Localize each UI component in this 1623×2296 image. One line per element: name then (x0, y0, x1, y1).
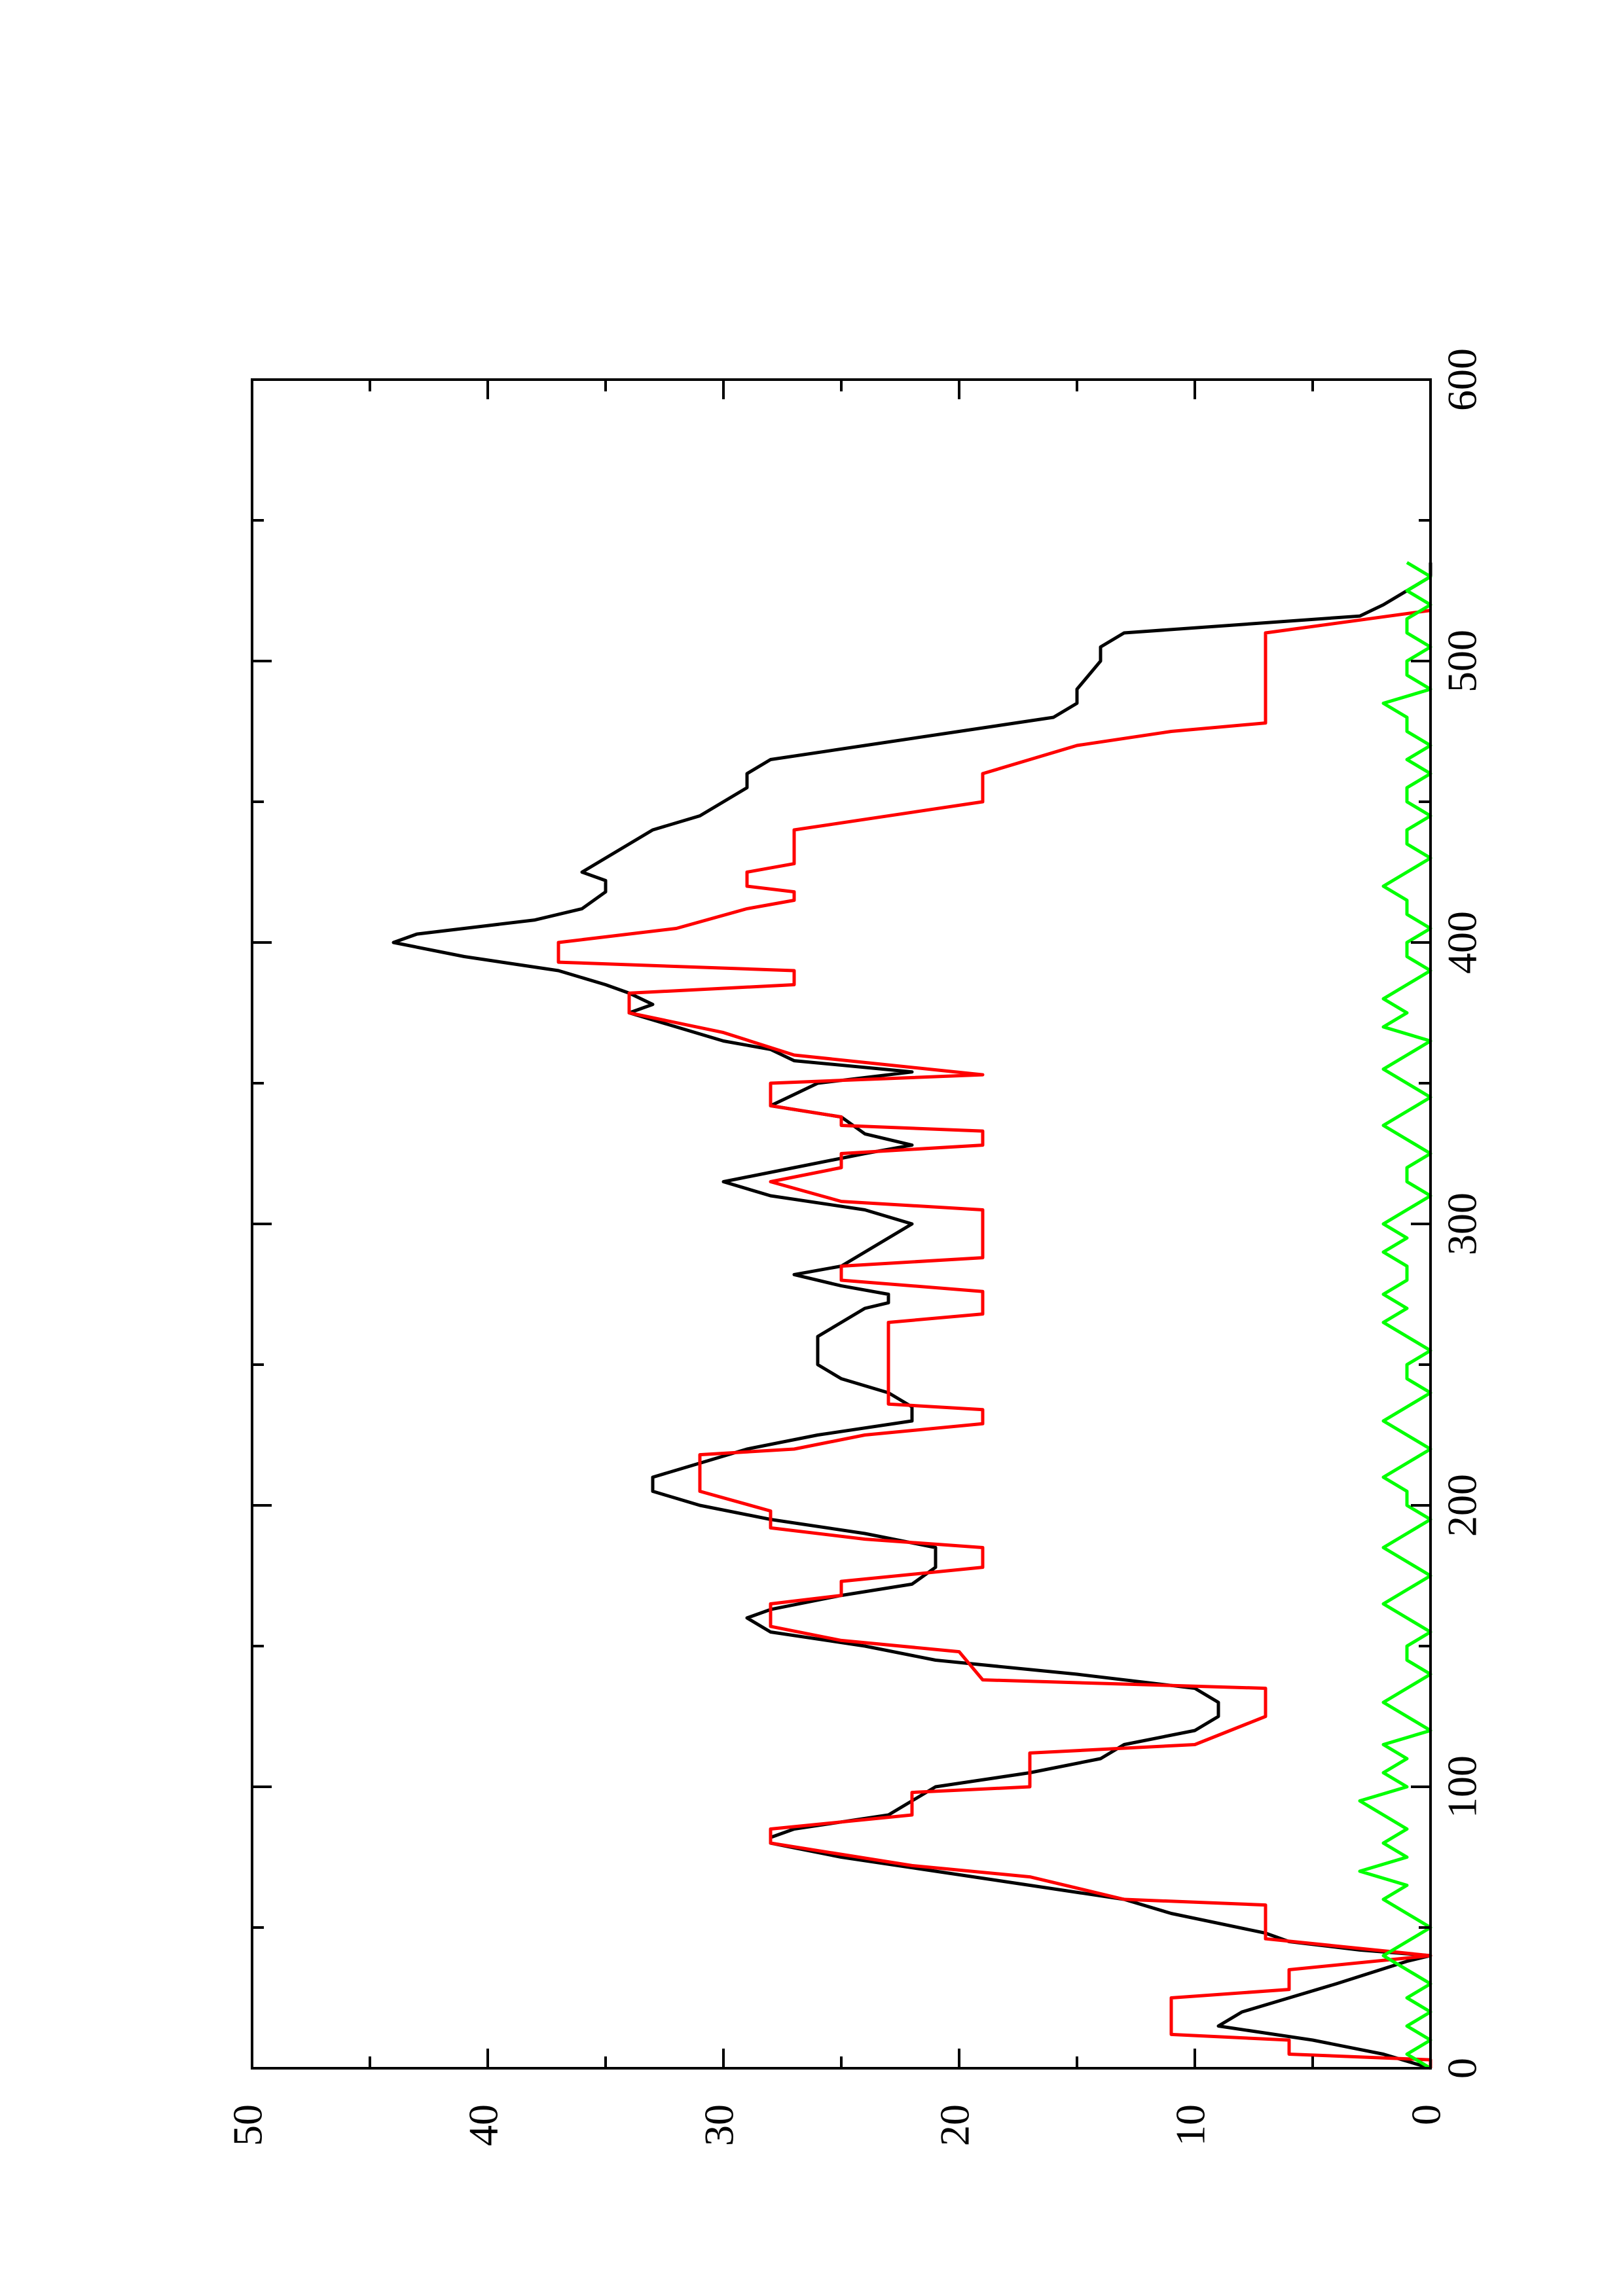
plot-frame (251, 378, 1432, 2070)
y-tick-label: 40 (460, 2104, 507, 2146)
x-tick-label: 200 (1439, 1474, 1486, 1537)
y-tick-label: 30 (696, 2104, 742, 2146)
series-line-3 (1358, 561, 1432, 2070)
x-tick-label: 400 (1439, 911, 1486, 974)
tick-labels: 0 100 200 300 400 500 600 0 10 20 30 40 50 (225, 348, 1486, 2146)
y-tick-label: 20 (932, 2104, 978, 2146)
y-tick-label: 50 (225, 2104, 271, 2146)
plot-area (392, 561, 1432, 2070)
x-tick-label: 300 (1439, 1193, 1486, 1255)
x-tick-label: 600 (1439, 348, 1486, 411)
x-tick-label: 100 (1439, 1755, 1486, 1818)
y-tick-label: 0 (1403, 2104, 1450, 2125)
x-tick-label: 500 (1439, 630, 1486, 692)
series-line-2 (556, 609, 1432, 2068)
series-line-1 (392, 562, 1432, 2070)
y-tick-label: 10 (1167, 2104, 1214, 2146)
axis-ticks (251, 378, 1432, 2070)
x-tick-label: 0 (1439, 2058, 1486, 2079)
